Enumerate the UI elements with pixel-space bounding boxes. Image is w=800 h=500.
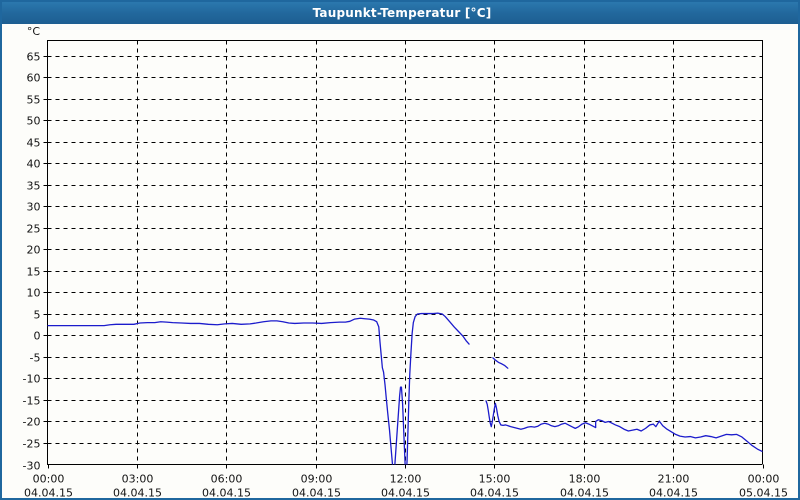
- y-tick-label: 0: [34, 330, 41, 343]
- x-tick-label-date: 04.04.15: [381, 487, 430, 499]
- y-axis-unit-label: °C: [27, 25, 41, 38]
- y-tick-label: -15: [23, 395, 41, 408]
- y-tick-label: -25: [23, 438, 41, 451]
- x-tick-label-time: 06:00: [211, 473, 243, 486]
- y-tick-label: 20: [27, 244, 41, 257]
- x-tick-label-time: 03:00: [122, 473, 154, 486]
- y-tick-label: 60: [27, 72, 41, 85]
- y-tick-label: -10: [23, 373, 41, 386]
- x-tick-label-date: 04.04.15: [560, 487, 609, 499]
- segment-short-afternoon: [492, 357, 509, 369]
- x-tick-label-time: 09:00: [301, 473, 333, 486]
- y-tick-label: 5: [34, 309, 41, 322]
- page-title: Taupunkt-Temperatur [°C]: [312, 6, 492, 20]
- y-tick-label: 50: [27, 115, 41, 128]
- segment-evening-night: [485, 400, 763, 453]
- x-gridlines-group: [47, 40, 765, 469]
- axis-frame-left-bottom: [46, 40, 762, 466]
- chart-svg: 65605550454035302520151050-5-10-15-20-25…: [23, 25, 788, 499]
- gridlines-group: [43, 55, 763, 445]
- x-tick-label-date: 04.04.15: [202, 487, 251, 499]
- x-tick-label-date: 04.04.15: [113, 487, 162, 499]
- y-tick-label: -20: [23, 416, 41, 429]
- x-tick-label-time: 18:00: [569, 473, 601, 486]
- data-series-group: [47, 312, 763, 465]
- x-tick-label-date: 04.04.15: [470, 487, 519, 499]
- axes-group: [46, 39, 764, 466]
- y-tick-label: 35: [27, 180, 41, 193]
- window-titlebar: Taupunkt-Temperatur [°C]: [2, 2, 798, 24]
- x-tick-label-time: 12:00: [390, 473, 422, 486]
- segment-morning: [47, 312, 470, 465]
- x-tick-label-date: 04.04.15: [24, 487, 73, 499]
- x-tick-label-time: 21:00: [658, 473, 690, 486]
- y-tick-label: 45: [27, 137, 41, 150]
- x-tick-label-time: 00:00: [748, 473, 780, 486]
- y-tick-label: 55: [27, 94, 41, 107]
- x-tick-label-date: 05.04.15: [739, 487, 788, 499]
- x-tick-label-date: 04.04.15: [292, 487, 341, 499]
- x-tick-labels-group: 00:0004.04.1503:0004.04.1506:0004.04.150…: [24, 473, 788, 499]
- y-tick-label: 40: [27, 158, 41, 171]
- y-tick-label: 15: [27, 266, 41, 279]
- y-tick-label: 65: [27, 51, 41, 64]
- y-tick-label: 10: [27, 287, 41, 300]
- y-tick-label: -5: [30, 352, 41, 365]
- chart-canvas: 65 60 55 50 45 40 35 30 25 20 15 10 5 0 -5 -10 -15 -20 -25…: [2, 24, 798, 498]
- y-tick-labels-group: 65605550454035302520151050-5-10-15-20-25…: [23, 51, 41, 473]
- y-tick-label: 30: [27, 201, 41, 214]
- y-tick-label: 25: [27, 223, 41, 236]
- x-tick-label-time: 00:00: [33, 473, 65, 486]
- plot-background: [47, 40, 762, 464]
- x-tick-label-date: 04.04.15: [649, 487, 698, 499]
- x-tick-label-time: 15:00: [479, 473, 511, 486]
- y-tick-label: -30: [23, 460, 41, 473]
- axis-frame-top-right: [47, 39, 764, 465]
